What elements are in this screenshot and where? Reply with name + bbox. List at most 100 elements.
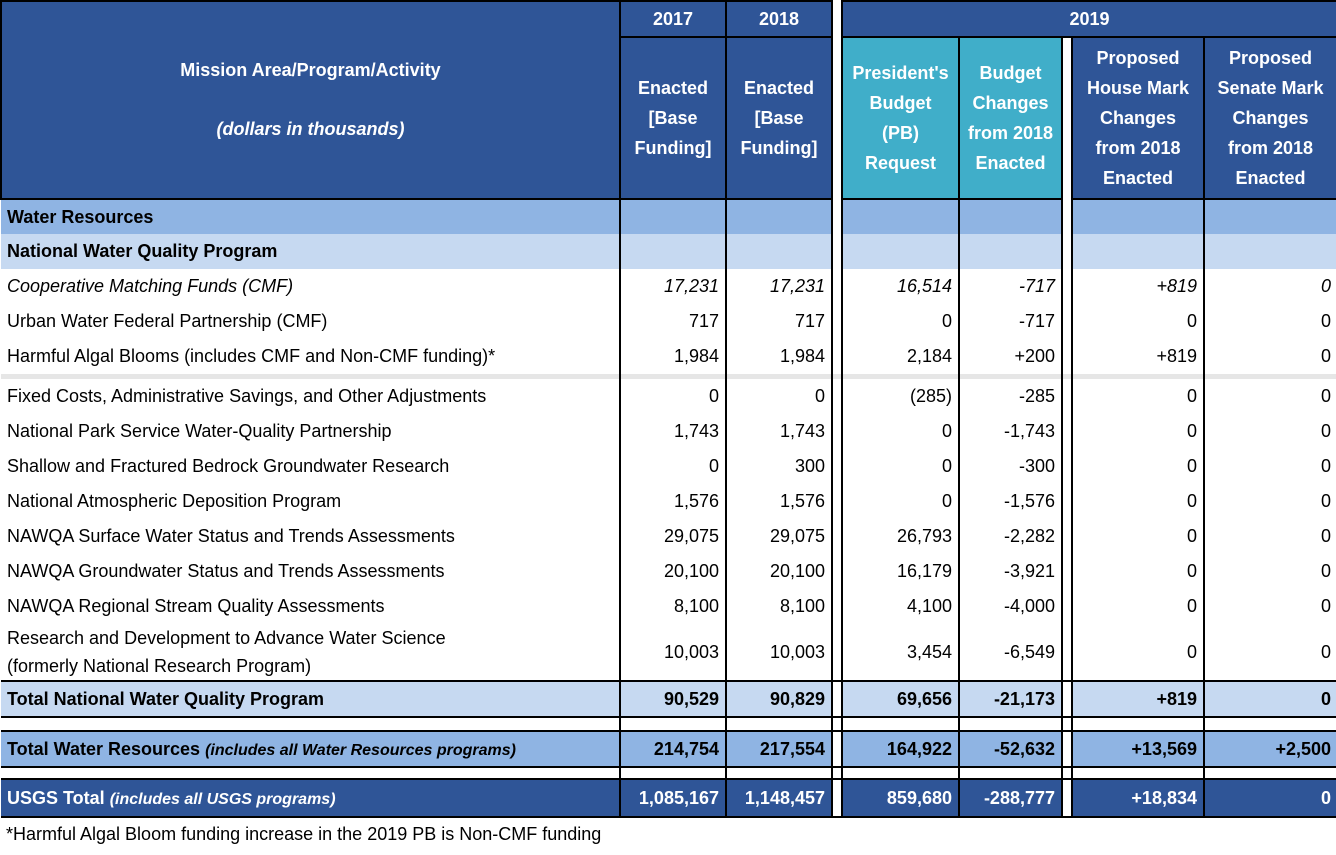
value-house: +13,569 bbox=[1072, 730, 1205, 768]
row-label: National Park Service Water-Quality Part… bbox=[1, 414, 621, 449]
column-gap bbox=[831, 680, 843, 718]
value-change: -52,632 bbox=[959, 730, 1063, 768]
value-change: -2,282 bbox=[959, 519, 1063, 554]
value-2017: 1,984 bbox=[620, 339, 727, 374]
column-gap bbox=[1061, 730, 1073, 768]
value-house: 0 bbox=[1072, 379, 1205, 414]
value-senate: 0 bbox=[1204, 778, 1336, 818]
section-nwqp: National Water Quality Program bbox=[1, 234, 1336, 269]
value-change: -285 bbox=[959, 379, 1063, 414]
table-row: NAWQA Regional Stream Quality Assessment… bbox=[1, 589, 1336, 624]
row-label: Fixed Costs, Administrative Savings, and… bbox=[1, 379, 621, 414]
year-2017: 2017 bbox=[619, 0, 727, 39]
value-senate: 0 bbox=[1321, 386, 1332, 406]
value-2017: 1,085,167 bbox=[620, 778, 727, 818]
value-change: -717 bbox=[959, 304, 1063, 339]
value-2017: 214,754 bbox=[620, 730, 727, 768]
value-senate: 0 bbox=[1321, 421, 1332, 441]
table-row: National Park Service Water-Quality Part… bbox=[1, 414, 1336, 449]
value-house: 0 bbox=[1072, 624, 1205, 681]
table-row: Urban Water Federal Partnership (CMF) 717… bbox=[1, 304, 1336, 339]
value-change: -1,743 bbox=[959, 414, 1063, 449]
table-row: Total National Water Quality Program 90,5… bbox=[1, 680, 1336, 718]
value-pb: 16,179 bbox=[842, 554, 960, 589]
column-gap bbox=[1061, 339, 1073, 374]
value-house: 0 bbox=[1072, 304, 1205, 339]
value-house: +18,834 bbox=[1072, 778, 1205, 818]
column-gap bbox=[1061, 680, 1073, 718]
value-senate: 0 bbox=[1321, 596, 1332, 616]
value-house: 0 bbox=[1072, 589, 1205, 624]
value-2017: 10,003 bbox=[620, 624, 727, 681]
table-row: Research and Development to Advance Wate… bbox=[1, 624, 1336, 681]
value-2018: 20,100 bbox=[726, 554, 833, 589]
value-house: 0 bbox=[1072, 484, 1205, 519]
spacer-row bbox=[1, 767, 1336, 779]
column-gap bbox=[831, 484, 843, 519]
value-senate: 0 bbox=[1321, 561, 1332, 581]
value-2018: 0 bbox=[726, 379, 833, 414]
value-2018: 1,148,457 bbox=[726, 778, 833, 818]
value-2018: 1,984 bbox=[726, 339, 833, 374]
row-label: Urban Water Federal Partnership (CMF) bbox=[1, 304, 621, 339]
column-gap bbox=[1061, 414, 1073, 449]
value-pb: 0 bbox=[842, 304, 960, 339]
value-2017: 0 bbox=[620, 449, 727, 484]
table-row: National Atmospheric Deposition Program 1… bbox=[1, 484, 1336, 519]
row-label-text: Research and Development to Advance Wate… bbox=[7, 628, 446, 648]
table-row: Cooperative Matching Funds (CMF) 17,231 17… bbox=[1, 269, 1336, 304]
column-gap bbox=[831, 624, 843, 681]
value-change: -6,549 bbox=[959, 624, 1063, 681]
table-row: Shallow and Fractured Bedrock Groundwate… bbox=[1, 449, 1336, 484]
row-label-text: NAWQA Regional Stream Quality Assessment… bbox=[7, 596, 385, 616]
value-pb: 859,680 bbox=[842, 778, 960, 818]
value-senate: 0 bbox=[1321, 491, 1332, 511]
value-change: -300 bbox=[959, 449, 1063, 484]
column-gap bbox=[1061, 379, 1073, 414]
column-gap bbox=[1061, 624, 1073, 681]
year-2019: 2019 bbox=[840, 0, 1336, 39]
column-gap bbox=[831, 414, 843, 449]
value-change: -3,921 bbox=[959, 554, 1063, 589]
table-row: Harmful Algal Blooms (includes CMF and N… bbox=[1, 339, 1336, 374]
value-2017: 90,529 bbox=[620, 680, 727, 718]
column-gap bbox=[831, 554, 843, 589]
row-label: USGS Total (includes all USGS programs) bbox=[1, 778, 621, 818]
row-label-text: NAWQA Groundwater Status and Trends Asse… bbox=[7, 561, 445, 581]
column-gap bbox=[1061, 519, 1073, 554]
table-row: USGS Total (includes all USGS programs) 1… bbox=[1, 778, 1336, 818]
value-pb: 26,793 bbox=[842, 519, 960, 554]
col-house-mark: Proposed House Mark Changes from 2018 En… bbox=[1071, 36, 1205, 200]
row-label-text: National Park Service Water-Quality Part… bbox=[7, 421, 392, 441]
value-2017: 8,100 bbox=[620, 589, 727, 624]
value-senate: 0 bbox=[1321, 311, 1332, 331]
row-label: National Atmospheric Deposition Program bbox=[1, 484, 621, 519]
column-gap bbox=[1061, 269, 1073, 304]
value-senate: 0 bbox=[1321, 346, 1332, 366]
value-2018: 29,075 bbox=[726, 519, 833, 554]
column-gap bbox=[1061, 589, 1073, 624]
year-2018: 2018 bbox=[725, 0, 833, 39]
value-senate: 0 bbox=[1204, 680, 1336, 718]
value-pb: 16,514 bbox=[842, 269, 960, 304]
value-pb: 2,184 bbox=[842, 339, 960, 374]
value-senate: 0 bbox=[1321, 642, 1332, 662]
column-gap bbox=[831, 1, 843, 199]
row-label: Shallow and Fractured Bedrock Groundwate… bbox=[1, 449, 621, 484]
value-senate: 0 bbox=[1321, 456, 1332, 476]
budget-table: Mission Area/Program/Activity (dollars i… bbox=[0, 0, 1336, 818]
column-gap bbox=[831, 379, 843, 414]
value-2018: 217,554 bbox=[726, 730, 833, 768]
column-gap bbox=[831, 778, 843, 818]
value-house: +819 bbox=[1072, 680, 1205, 718]
value-house: 0 bbox=[1072, 519, 1205, 554]
row-label-text: Total National Water Quality Program bbox=[7, 688, 325, 709]
row-label-text: National Atmospheric Deposition Program bbox=[7, 491, 342, 511]
value-2017: 29,075 bbox=[620, 519, 727, 554]
row-label-note: (includes all USGS programs) bbox=[109, 790, 336, 808]
header-mission-area: Mission Area/Program/Activity (dollars i… bbox=[0, 0, 621, 200]
row-label-line2: (formerly National Research Program) bbox=[7, 656, 312, 676]
value-senate: 0 bbox=[1321, 276, 1332, 296]
value-pb: 69,656 bbox=[842, 680, 960, 718]
value-pb: 0 bbox=[842, 449, 960, 484]
